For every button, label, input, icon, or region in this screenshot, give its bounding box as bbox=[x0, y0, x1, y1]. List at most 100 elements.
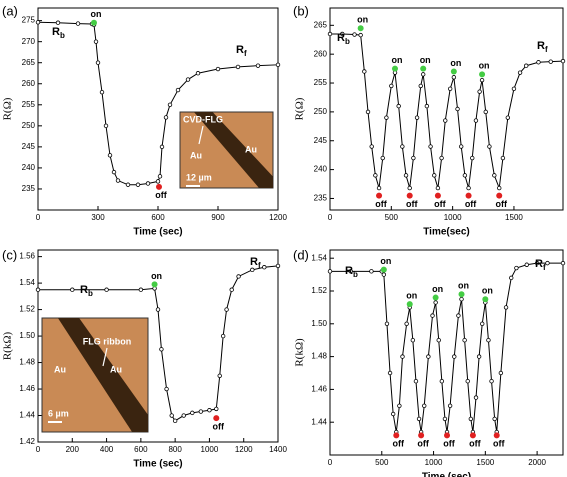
data-point bbox=[111, 169, 117, 175]
x-axis-label: Time (sec) bbox=[133, 227, 182, 238]
resistance-label: Rf bbox=[250, 256, 261, 270]
data-point bbox=[93, 39, 99, 44]
resistance-symbol: R bbox=[52, 26, 60, 38]
data-point bbox=[545, 260, 550, 266]
data-point bbox=[447, 86, 453, 91]
event-label: off bbox=[465, 199, 477, 209]
x-tick-label: 1200 bbox=[269, 213, 287, 222]
data-point bbox=[164, 386, 169, 392]
event-marker bbox=[496, 192, 503, 199]
resistance-label: Rf bbox=[535, 258, 546, 272]
data-point bbox=[421, 72, 426, 77]
data-point bbox=[348, 269, 353, 274]
y-tick-label: 1.50 bbox=[311, 319, 327, 328]
resistance-symbol: R bbox=[250, 256, 258, 268]
y-tick-label: 245 bbox=[314, 136, 328, 145]
data-point bbox=[352, 32, 357, 37]
data-point bbox=[447, 403, 453, 408]
event-label: off bbox=[434, 199, 446, 209]
data-point bbox=[480, 321, 485, 326]
data-point bbox=[384, 321, 390, 326]
resistance-subscript: b bbox=[60, 31, 65, 40]
data-point bbox=[470, 155, 475, 161]
event-marker bbox=[213, 415, 220, 422]
data-point bbox=[138, 287, 144, 292]
data-point bbox=[517, 70, 523, 75]
event-label: off bbox=[155, 190, 167, 200]
data-point bbox=[95, 60, 101, 65]
data-point bbox=[190, 410, 195, 416]
y-tick-label: 235 bbox=[314, 194, 328, 203]
event-marker bbox=[458, 291, 465, 298]
data-point bbox=[476, 354, 482, 359]
data-point bbox=[487, 144, 492, 149]
event-marker bbox=[432, 294, 439, 301]
data-point bbox=[511, 86, 517, 91]
event-marker bbox=[469, 432, 476, 439]
event-marker bbox=[406, 301, 413, 308]
event-marker bbox=[151, 281, 158, 288]
data-point bbox=[442, 416, 448, 422]
data-point bbox=[135, 182, 141, 187]
inset-label: FLG ribbon bbox=[83, 336, 132, 346]
event-marker bbox=[465, 192, 472, 199]
x-tick-label: 0 bbox=[36, 445, 41, 454]
x-tick-label: 600 bbox=[151, 213, 165, 222]
resistance-subscript: b bbox=[353, 270, 358, 279]
y-tick-label: 1.44 bbox=[311, 417, 327, 426]
plot-frame bbox=[37, 249, 279, 443]
event-label: on bbox=[357, 15, 368, 25]
data-point bbox=[439, 379, 445, 384]
data-point bbox=[373, 173, 378, 178]
data-point bbox=[255, 63, 261, 68]
data-point bbox=[380, 155, 385, 161]
event-marker bbox=[156, 183, 162, 190]
event-label: on bbox=[479, 61, 490, 71]
resistance-subscript: f bbox=[258, 261, 261, 270]
y-tick-label: 1.42 bbox=[19, 437, 35, 446]
y-tick-label: 1.46 bbox=[311, 385, 327, 394]
scale-label: 6 µm bbox=[48, 408, 69, 418]
data-point bbox=[365, 109, 371, 115]
data-point bbox=[70, 287, 75, 292]
data-point bbox=[500, 155, 506, 161]
data-point bbox=[548, 59, 553, 64]
inset-ribbon bbox=[57, 318, 148, 432]
data-point bbox=[115, 178, 121, 183]
resistance-label: Rf bbox=[236, 44, 247, 58]
event-marker bbox=[418, 432, 425, 439]
data-point bbox=[443, 118, 448, 123]
x-tick-label: 500 bbox=[385, 213, 399, 222]
event-marker bbox=[434, 192, 441, 199]
data-line bbox=[330, 33, 564, 189]
event-label: off bbox=[393, 439, 405, 449]
y-tick-label: 235 bbox=[22, 184, 36, 193]
resistance-subscript: b bbox=[345, 37, 350, 46]
data-point bbox=[369, 269, 374, 274]
data-point bbox=[498, 370, 504, 376]
data-point bbox=[407, 185, 412, 191]
data-point bbox=[462, 173, 468, 178]
y-tick-label: 260 bbox=[314, 49, 328, 58]
y-axis-label: R(Ω) bbox=[2, 97, 14, 120]
y-tick-label: 245 bbox=[22, 142, 36, 151]
event-label: on bbox=[391, 55, 402, 65]
data-point bbox=[198, 409, 204, 414]
x-tick-label: 1000 bbox=[444, 213, 462, 222]
data-point bbox=[534, 260, 540, 266]
event-marker bbox=[444, 432, 451, 439]
y-tick-label: 250 bbox=[314, 107, 328, 116]
y-tick-label: 255 bbox=[22, 100, 36, 109]
inset-arrow bbox=[102, 347, 108, 367]
x-tick-label: 900 bbox=[211, 213, 225, 222]
data-point bbox=[275, 263, 281, 269]
data-point bbox=[439, 155, 444, 161]
event-label: off bbox=[443, 439, 455, 449]
event-label: off bbox=[375, 199, 387, 209]
event-label: off bbox=[493, 439, 505, 449]
data-point bbox=[389, 83, 394, 89]
data-point bbox=[362, 69, 367, 74]
y-tick-label: 240 bbox=[314, 165, 328, 174]
y-tick-label: 1.44 bbox=[19, 411, 35, 420]
